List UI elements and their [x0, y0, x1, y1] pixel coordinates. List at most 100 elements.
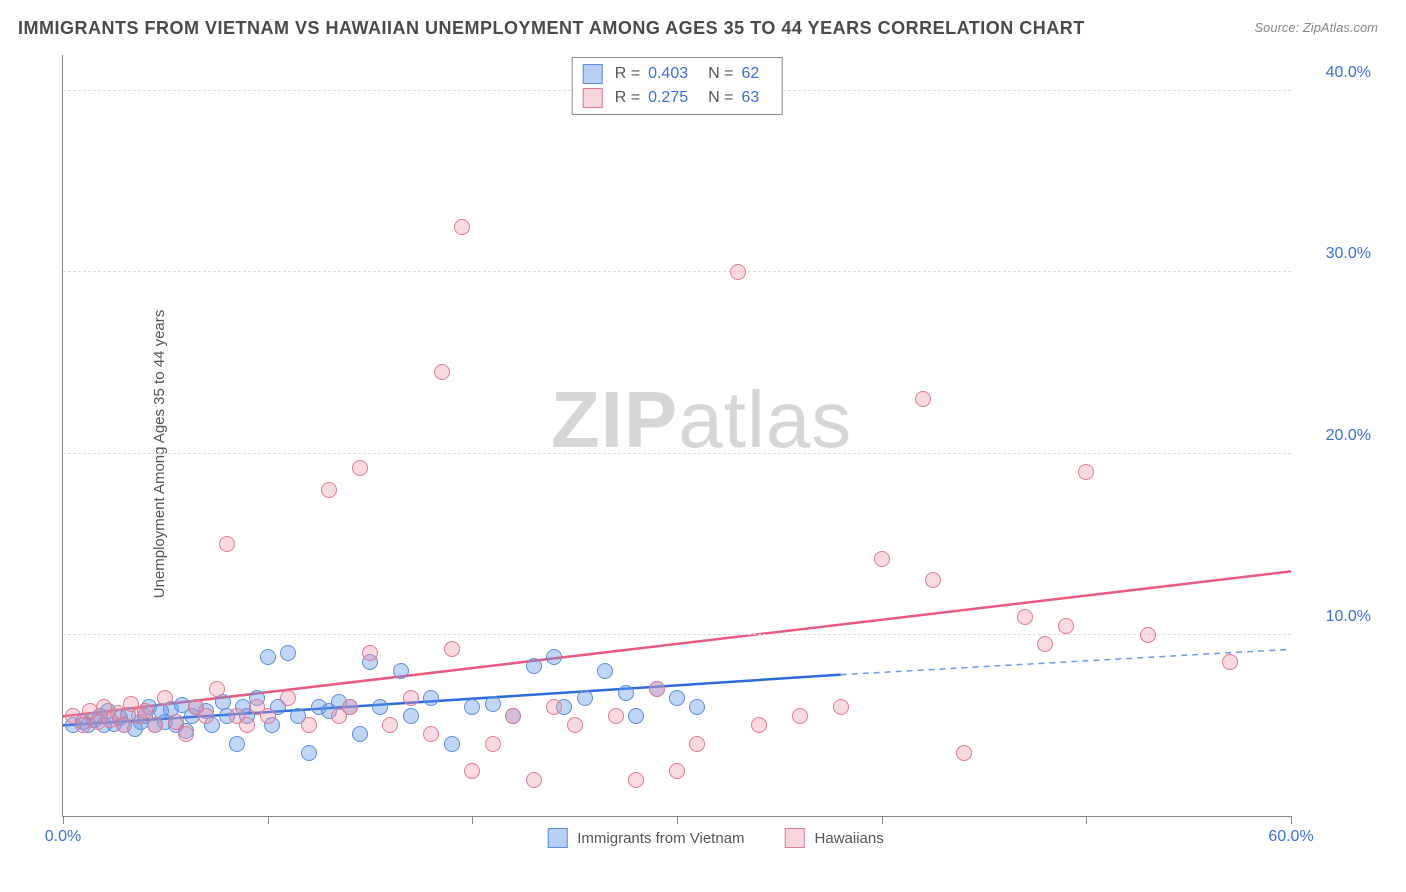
marker-pink [505, 708, 521, 724]
x-tick [63, 816, 64, 824]
marker-pink [464, 763, 480, 779]
marker-pink [874, 551, 890, 567]
y-tick-label: 10.0% [1326, 608, 1371, 626]
marker-pink [1078, 464, 1094, 480]
marker-pink [198, 708, 214, 724]
x-tick [882, 816, 883, 824]
marker-blue [372, 699, 388, 715]
x-tick [677, 816, 678, 824]
marker-pink [219, 536, 235, 552]
marker-blue [526, 658, 542, 674]
x-tick [472, 816, 473, 824]
marker-blue [352, 726, 368, 742]
marker-blue [597, 663, 613, 679]
marker-pink [116, 717, 132, 733]
marker-pink [567, 717, 583, 733]
marker-pink [382, 717, 398, 733]
marker-pink [1222, 654, 1238, 670]
source-text: Source: ZipAtlas.com [1254, 20, 1378, 35]
marker-pink [342, 699, 358, 715]
gridline [63, 453, 1291, 454]
r-label: R = [615, 65, 640, 83]
x-axis-legend: Immigrants from Vietnam Hawaiians [547, 828, 883, 848]
plot-area: ZIPatlas R = 0.403 N = 62 R = 0.275 N = … [62, 55, 1291, 817]
marker-blue [689, 699, 705, 715]
marker-blue [628, 708, 644, 724]
marker-blue [301, 745, 317, 761]
marker-blue [229, 736, 245, 752]
marker-blue [618, 685, 634, 701]
marker-pink [485, 736, 501, 752]
marker-pink [751, 717, 767, 733]
r-label: R = [615, 89, 640, 107]
marker-pink [239, 717, 255, 733]
marker-blue [546, 649, 562, 665]
marker-pink [403, 690, 419, 706]
marker-pink [1058, 618, 1074, 634]
y-tick-label: 20.0% [1326, 427, 1371, 445]
stats-row-blue: R = 0.403 N = 62 [583, 62, 772, 86]
marker-blue [260, 649, 276, 665]
r-value-pink: 0.275 [648, 89, 688, 107]
marker-pink [137, 703, 153, 719]
swatch-blue-icon [583, 64, 603, 84]
marker-pink [689, 736, 705, 752]
marker-pink [444, 641, 460, 657]
swatch-pink-icon [583, 88, 603, 108]
y-tick-label: 30.0% [1326, 245, 1371, 263]
marker-pink [915, 391, 931, 407]
marker-blue [403, 708, 419, 724]
chart-container: Unemployment Among Ages 35 to 44 years Z… [50, 55, 1381, 852]
marker-pink [628, 772, 644, 788]
marker-pink [956, 745, 972, 761]
swatch-blue-icon [547, 828, 567, 848]
legend-item-blue: Immigrants from Vietnam [547, 828, 744, 848]
n-label: N = [708, 89, 733, 107]
x-tick-label: 0.0% [45, 828, 81, 846]
stats-row-pink: R = 0.275 N = 63 [583, 86, 772, 110]
marker-pink [454, 219, 470, 235]
n-label: N = [708, 65, 733, 83]
marker-pink [546, 699, 562, 715]
marker-pink [730, 264, 746, 280]
marker-pink [1037, 636, 1053, 652]
marker-pink [280, 690, 296, 706]
marker-pink [608, 708, 624, 724]
marker-pink [1140, 627, 1156, 643]
x-tick [268, 816, 269, 824]
marker-blue [577, 690, 593, 706]
x-tick [1291, 816, 1292, 824]
marker-blue [280, 645, 296, 661]
marker-pink [209, 681, 225, 697]
gridline [63, 271, 1291, 272]
x-tick [1086, 816, 1087, 824]
marker-blue [669, 690, 685, 706]
marker-pink [260, 708, 276, 724]
marker-pink [669, 763, 685, 779]
x-tick-label: 60.0% [1268, 828, 1313, 846]
marker-pink [423, 726, 439, 742]
marker-blue [393, 663, 409, 679]
marker-blue [423, 690, 439, 706]
marker-pink [833, 699, 849, 715]
marker-pink [362, 645, 378, 661]
marker-pink [925, 572, 941, 588]
y-tick-label: 40.0% [1326, 64, 1371, 82]
r-value-blue: 0.403 [648, 65, 688, 83]
marker-pink [321, 482, 337, 498]
marker-blue [444, 736, 460, 752]
marker-pink [147, 717, 163, 733]
watermark-bold: ZIP [551, 375, 678, 464]
marker-pink [1017, 609, 1033, 625]
watermark-light: atlas [678, 375, 852, 464]
marker-pink [526, 772, 542, 788]
marker-pink [792, 708, 808, 724]
marker-pink [649, 681, 665, 697]
marker-pink [434, 364, 450, 380]
legend-item-pink: Hawaiians [785, 828, 884, 848]
legend-label-blue: Immigrants from Vietnam [577, 830, 744, 847]
swatch-pink-icon [785, 828, 805, 848]
gridline [63, 634, 1291, 635]
marker-pink [157, 690, 173, 706]
n-value-pink: 63 [741, 89, 759, 107]
